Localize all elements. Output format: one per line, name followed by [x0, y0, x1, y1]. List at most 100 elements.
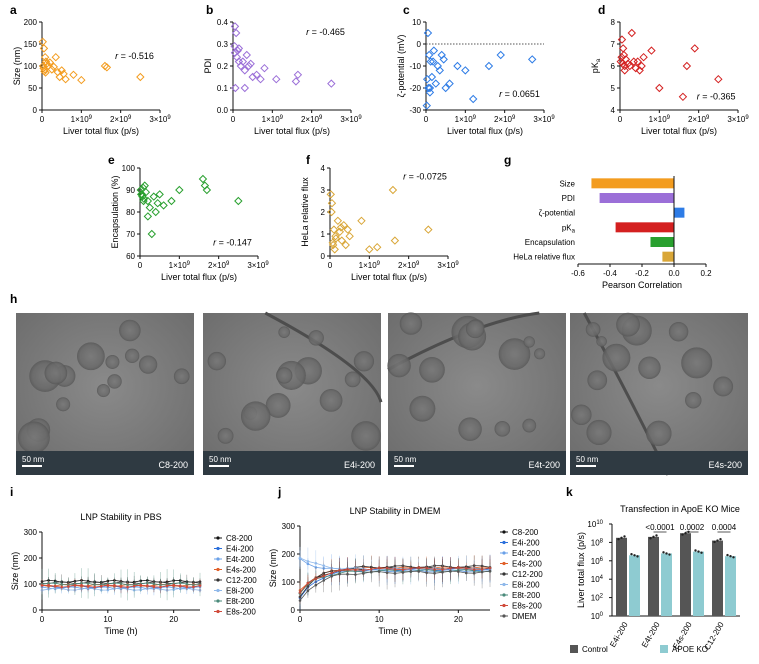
y-axis-label: Encapsulation (%): [110, 175, 120, 248]
y-tick-label: 0: [321, 252, 326, 261]
data-point: [330, 245, 339, 254]
legend-swatch-marker: [502, 572, 506, 576]
scatter-panel-a: 0 50 100 150 200 0 1×109 2×109 3×109 Liver total …: [12, 18, 171, 136]
panel-letter-e: e: [108, 153, 115, 167]
data-point: [627, 28, 637, 38]
r-value: = -0.365: [700, 91, 736, 101]
legend-swatch-marker: [502, 614, 506, 618]
r-value: = -0.516: [118, 51, 154, 61]
x-tick-label: 2×109: [688, 115, 710, 124]
data-point: [159, 201, 168, 210]
category-label: HeLa relative flux: [513, 253, 575, 262]
cryo-image-E4t-200: 50 nm E4t-200: [387, 311, 566, 475]
r-value: = -0.0725: [406, 171, 447, 181]
y-tick-label: 200: [24, 554, 38, 563]
label-bar: [16, 451, 194, 475]
y-tick-label: 300: [282, 522, 296, 531]
replicate-point: [700, 551, 703, 554]
scatter-panel-b: 0.0 0.1 0.2 0.3 0.4 0 1×109 2×109 3×109 Liver tot…: [203, 18, 362, 136]
sample-label: E4t-200: [528, 460, 560, 470]
x-tick-label: 2×109: [301, 115, 323, 124]
data-point: [272, 74, 281, 84]
panel-letter-i: i: [10, 485, 13, 499]
data-point: [426, 57, 435, 66]
data-point: [45, 58, 55, 67]
data-point: [329, 225, 339, 234]
data-point: [77, 75, 86, 85]
panel-letter-b: b: [206, 3, 213, 17]
data-point: [424, 50, 434, 60]
x-tick-label: 0: [618, 115, 623, 124]
correlation-bar: [591, 178, 674, 189]
scatter-panel-f: 0 1 2 3 4 0 1×109 2×109 3×109 Liver total flux (p…: [300, 164, 459, 282]
lnp-particle: [668, 321, 689, 342]
replicate-point: [726, 553, 729, 557]
x-axis-label: Liver total flux (p/s): [63, 126, 139, 136]
data-point: [138, 192, 147, 201]
x-axis-label: Liver total flux (p/s): [447, 126, 523, 136]
r-value: = 0.0651: [502, 89, 540, 99]
lnp-particle: [353, 351, 375, 372]
lnp-particle: [646, 420, 672, 447]
legend-swatch-control: [570, 645, 578, 653]
sample-label: C8-200: [158, 460, 188, 470]
y-tick-label: 0: [33, 606, 38, 615]
x-axis-label: Time (h): [104, 626, 137, 636]
data-point: [49, 62, 59, 72]
replicate-point: [620, 536, 623, 539]
data-point: [618, 59, 627, 69]
x-axis-label: Pearson Correlation: [602, 280, 682, 290]
data-point: [155, 190, 164, 199]
y-tick-label: 0: [291, 606, 296, 615]
data-point: [153, 198, 162, 208]
legend-label-control: Control: [582, 645, 608, 654]
data-point: [140, 181, 149, 190]
lnp-particle: [586, 419, 612, 446]
y-tick-label: 0.1: [217, 84, 229, 93]
data-point: [631, 63, 640, 73]
scale-bar-label: 50 nm: [209, 455, 232, 464]
data-point: [198, 584, 202, 587]
data-point: [198, 174, 208, 184]
y-tick-label: 150: [24, 40, 38, 49]
legend-swatch-marker: [216, 567, 220, 572]
p-value-label: 0.0002: [680, 523, 705, 532]
data-point: [424, 225, 433, 234]
y-tick-label: -10: [409, 62, 421, 71]
lnp-particle: [319, 388, 343, 412]
y-tick-exponent: 0: [600, 612, 604, 618]
data-point: [337, 236, 347, 245]
y-tick-label: -30: [409, 106, 421, 115]
legend-swatch-marker: [216, 578, 220, 582]
x-tick-label: 10: [375, 615, 384, 624]
data-point: [527, 55, 537, 64]
panel-letter-k: k: [566, 485, 573, 499]
data-point: [38, 37, 47, 47]
replicate-point: [617, 537, 620, 541]
lnp-particle: [523, 336, 535, 348]
lnp-particle: [105, 354, 120, 369]
correlation-bar: [615, 222, 674, 233]
panel-letter-j: j: [277, 485, 281, 499]
x-tick-label: 2×109: [208, 261, 230, 270]
correlation-bar: [599, 193, 674, 203]
scale-bar-label: 50 nm: [22, 455, 45, 464]
x-tick-label: 0: [138, 261, 143, 270]
y-tick-label: 0.3: [217, 40, 229, 49]
legend-label: C8-200: [226, 534, 253, 543]
series-line: [41, 584, 201, 588]
data-point: [345, 231, 354, 241]
chart-title: LNP Stability in DMEM: [350, 506, 441, 516]
data-point: [372, 242, 382, 252]
x-tick-exponent: 9: [280, 115, 284, 121]
legend-label: E8t-200: [512, 591, 541, 600]
r-value: = -0.465: [309, 27, 345, 37]
panel-letter-d: d: [598, 3, 605, 17]
category-label: Encapsulation: [525, 238, 575, 247]
r-symbol: r: [499, 89, 503, 99]
data-point: [333, 216, 343, 226]
y-axis-label: PDI: [203, 58, 213, 73]
lnp-particle: [56, 397, 71, 412]
lnp-particle: [587, 370, 608, 391]
y-tick-label: 104: [591, 575, 604, 584]
